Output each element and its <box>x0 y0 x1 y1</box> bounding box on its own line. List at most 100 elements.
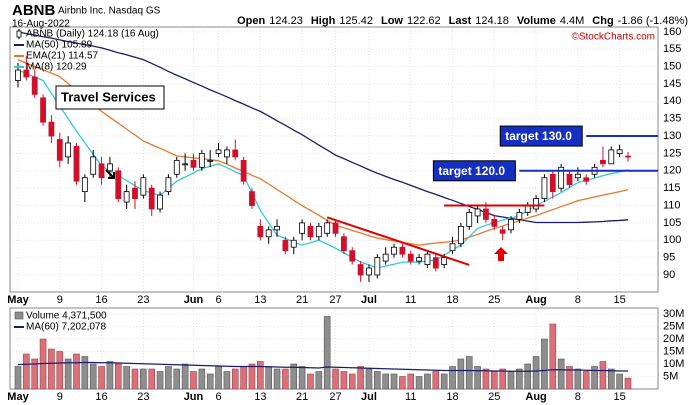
volume-bar <box>616 373 623 390</box>
volume-bar <box>549 323 557 390</box>
x-tick-label: Aug <box>525 294 546 306</box>
y-tick-label: 160 <box>663 26 681 38</box>
candle-body <box>157 194 163 210</box>
candle-body <box>324 222 331 234</box>
candle-body <box>399 246 406 255</box>
candle-body <box>491 219 498 227</box>
volume-bar <box>482 368 490 390</box>
volume-bar <box>457 358 465 390</box>
candle-body <box>140 177 147 196</box>
volume-bar <box>541 338 548 390</box>
volume-bar <box>465 356 473 390</box>
legend-label: MA(60) 7,202,078 <box>26 322 106 333</box>
x-tick-label: 25 <box>488 294 500 306</box>
volume-bar <box>131 368 139 390</box>
volume-bar <box>591 366 598 390</box>
volume-bar <box>240 366 247 390</box>
volume-bar <box>23 353 30 390</box>
y-tick-label: 5M <box>663 370 678 382</box>
x-tick-label: 21 <box>296 391 308 403</box>
candle-body <box>65 142 72 158</box>
y-tick-label: 90 <box>663 269 675 281</box>
annotation: Travel Services <box>61 89 156 104</box>
y-tick-label: 135 <box>663 113 681 125</box>
candle-body <box>424 253 431 265</box>
candle-body <box>483 208 489 220</box>
candle-body <box>190 159 197 168</box>
x-tick-label: 18 <box>446 294 458 306</box>
target-label: target 120.0 <box>438 164 505 178</box>
candle-body <box>441 257 448 265</box>
x-tick-label: May <box>7 391 29 403</box>
candle-body <box>391 246 397 255</box>
y-tick-label: 115 <box>663 182 681 194</box>
quote-label: Last <box>449 15 472 27</box>
candle-body <box>90 156 97 175</box>
volume-bar <box>106 361 114 390</box>
x-tick-label: Aug <box>525 391 546 403</box>
candle-body <box>224 149 230 158</box>
y-tick-label: 95 <box>663 252 675 264</box>
volume-bar <box>14 366 22 390</box>
volume-bar <box>566 366 573 390</box>
volume-bar <box>206 373 214 390</box>
candle-body <box>290 239 297 248</box>
quote-value: 124.23 <box>269 15 303 27</box>
volume-bar <box>140 368 147 390</box>
volume-bar <box>290 363 298 390</box>
x-tick-label: 23 <box>137 391 149 403</box>
x-tick-label: Jul <box>361 391 377 403</box>
candle-body <box>524 205 531 213</box>
volume-bar <box>31 358 39 390</box>
volume-bar <box>574 368 582 390</box>
x-tick-label: 8 <box>575 391 581 403</box>
x-tick-label: 16 <box>95 391 107 403</box>
x-tick-label: 9 <box>57 391 63 403</box>
x-tick-label: 25 <box>488 391 500 403</box>
x-tick-label: 11 <box>405 294 416 306</box>
x-tick-label: 13 <box>254 294 266 306</box>
target-box <box>432 160 516 182</box>
legend-label: ABNB (Daily) 124.18 (16 Aug) <box>26 29 159 40</box>
volume-bar <box>73 353 80 390</box>
candle-body <box>566 173 573 186</box>
volume-bar <box>64 358 72 390</box>
volume-bar <box>399 376 406 390</box>
quote-label: Chg <box>592 15 613 27</box>
candle-body <box>332 222 339 234</box>
ma-line <box>17 59 629 246</box>
volume-bar <box>307 373 314 390</box>
candle-body <box>23 69 30 78</box>
candle-body <box>416 257 422 262</box>
volume-bar <box>265 366 272 390</box>
volume-bar <box>390 373 398 390</box>
volume-bar <box>374 371 381 390</box>
candle-body <box>56 139 63 161</box>
volume-bar <box>507 371 515 390</box>
volume-bar <box>248 363 256 390</box>
volume-bar <box>532 356 540 390</box>
candle-body <box>31 76 38 95</box>
candle-body <box>533 198 539 210</box>
volume-bar <box>432 371 440 390</box>
y-tick-label: 15M <box>663 345 684 357</box>
candle-body <box>315 225 322 238</box>
watermark: ©StockCharts.com <box>571 32 655 43</box>
candle-body <box>282 239 289 252</box>
volume-bar <box>449 366 456 390</box>
volume-bar <box>524 363 532 390</box>
volume-bar <box>98 366 105 390</box>
x-tick-label: Jun <box>184 391 204 403</box>
volume-bar <box>81 356 89 390</box>
volume-bar <box>607 368 615 390</box>
candle-body <box>541 177 548 199</box>
x-tick-label: 27 <box>329 294 341 306</box>
y-tick-label: 100 <box>663 234 681 246</box>
volume-bar <box>56 351 64 390</box>
candle-body <box>449 243 456 252</box>
volume-bar <box>582 371 590 390</box>
x-tick-label: 15 <box>614 294 626 306</box>
x-tick-label: 15 <box>614 391 626 403</box>
volume-bar <box>231 368 239 390</box>
